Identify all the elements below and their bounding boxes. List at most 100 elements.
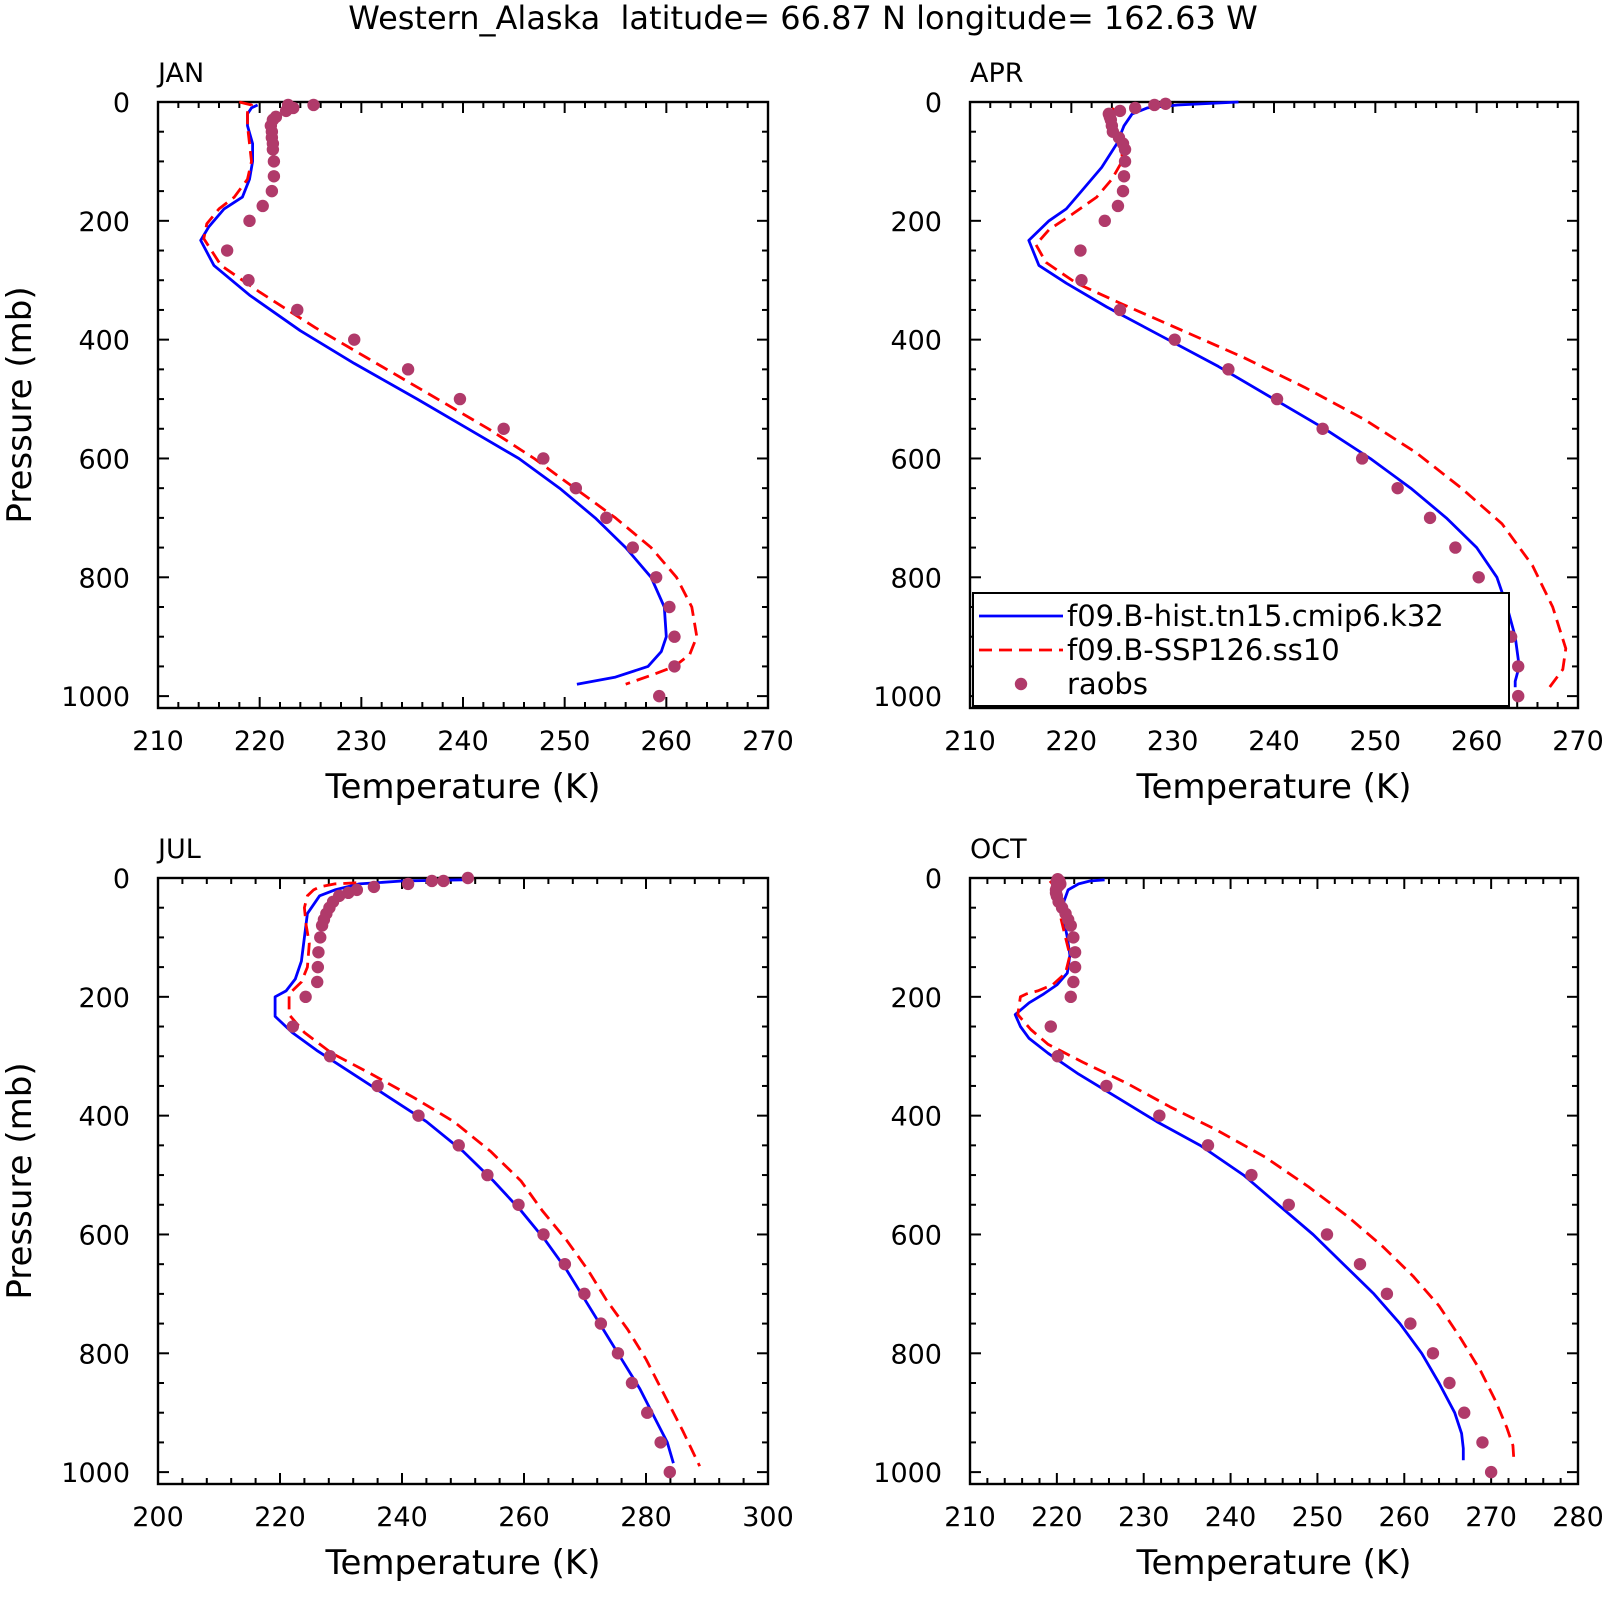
raobs-point [311,960,325,974]
series-line-ssp126 [1016,880,1516,1458]
raobs-point [1067,931,1080,944]
raobs-point [453,392,467,406]
raobs-point [558,1257,572,1271]
raobs-point [311,975,324,989]
raobs-point [512,1198,525,1211]
y-tick-label: 200 [890,983,942,1014]
raobs-point [1320,1228,1334,1241]
raobs-point [315,919,329,932]
raobs-point [267,170,281,183]
raobs-point [243,214,256,228]
panels: JAN 210 220 230 240 250 260 270 0 200 400 600 800 100… [0,58,1604,1583]
figure-title: Western_Alaska latitude= 66.87 N longitu… [348,0,1257,37]
series-raobs [220,98,681,703]
raobs-point [537,1228,550,1241]
x-tick-label: 240 [1205,1502,1257,1533]
raobs-point [1064,919,1077,932]
y-tick-label: 0 [925,88,942,119]
raobs-point [437,874,450,888]
raobs-point [649,571,663,584]
raobs-point [299,990,312,1004]
legend-label: f09.B-SSP126.ss10 [1067,633,1340,667]
series-raobs [1044,872,1498,1479]
raobs-point [220,244,234,257]
raobs-point [401,877,415,891]
y-tick-label: 800 [890,563,942,594]
raobs-point [1426,1347,1440,1360]
y-tick-label: 1000 [873,1458,942,1489]
raobs-point [1222,363,1235,376]
raobs-point [1113,104,1127,118]
raobs-point [1353,1257,1367,1271]
series-line-ssp126 [287,881,701,1467]
y-tick-label: 400 [78,1102,130,1133]
x-tick-label: 260 [1451,726,1503,757]
y-tick-label: 0 [113,88,130,119]
panel-oct: OCT 210 220 230 240 250 260 270 280 0 200 400 600 800… [873,834,1603,1583]
raobs-point [1118,143,1132,156]
series-line-hist [273,878,675,1464]
panel-label: APR [970,58,1024,89]
x-tick-label: 250 [1292,1502,1344,1533]
raobs-point [425,874,439,888]
y-axis-title: Pressure (mb) [0,286,40,523]
y-tick-label: 200 [890,207,942,238]
y-tick-label: 400 [890,326,942,357]
x-tick-label: 250 [539,726,591,757]
raobs-point [371,1079,384,1093]
panel-label: OCT [970,834,1027,865]
raobs-point [653,689,666,703]
raobs-point [481,1168,494,1182]
raobs-point [242,274,255,287]
x-tick-label: 280 [1552,1502,1604,1533]
y-tick-label: 0 [113,864,130,895]
y-tick-label: 1000 [873,682,942,713]
raobs-point [1128,101,1142,115]
raobs-point [1404,1317,1417,1330]
y-tick-label: 1000 [61,682,130,713]
y-tick-label: 600 [890,1220,942,1251]
raobs-point [1168,333,1181,346]
raobs-point [1148,98,1161,112]
x-tick-label: 270 [742,726,794,757]
raobs-point [569,481,583,495]
raobs-point [312,946,325,959]
x-tick-label: 220 [1031,1502,1083,1533]
series-line-hist [199,103,668,686]
raobs-point [1423,511,1437,525]
raobs-point [611,1347,625,1360]
x-tick-label: 250 [1350,726,1402,757]
x-tick-label: 210 [944,726,996,757]
series-raobs [286,871,676,1479]
x-tick-label: 210 [132,726,184,757]
raobs-point [1472,571,1485,584]
raobs-point [1380,1287,1394,1301]
plot-frame [156,100,770,710]
raobs-point [314,931,327,944]
raobs-point [537,452,550,465]
panel-label: JUL [156,834,201,865]
raobs-point [267,155,281,168]
raobs-point [1159,97,1172,110]
raobs-point [412,1109,425,1122]
panel-apr: APR 210 220 230 240 250 260 270 0 200 400 600 800 100… [873,58,1603,807]
raobs-point [1074,244,1087,257]
x-tick-label: 240 [376,1502,428,1533]
raobs-point [1512,660,1525,673]
x-tick-label: 230 [1147,726,1199,757]
y-tick-label: 600 [890,444,942,475]
raobs-point [367,880,381,894]
raobs-point [1075,274,1088,287]
panel-jul: JUL 200 220 240 260 280 300 0 200 400 600 800 1000 Te… [0,834,794,1583]
raobs-point [307,98,320,112]
raobs-point [1098,214,1111,228]
x-tick-label: 220 [1046,726,1098,757]
raobs-point [1355,452,1369,465]
raobs-point [1245,1168,1258,1182]
raobs-point [286,1020,300,1033]
raobs-point [1449,541,1462,554]
x-tick-label: 220 [254,1502,306,1533]
raobs-point [1111,199,1125,213]
raobs-point [1484,1465,1498,1479]
